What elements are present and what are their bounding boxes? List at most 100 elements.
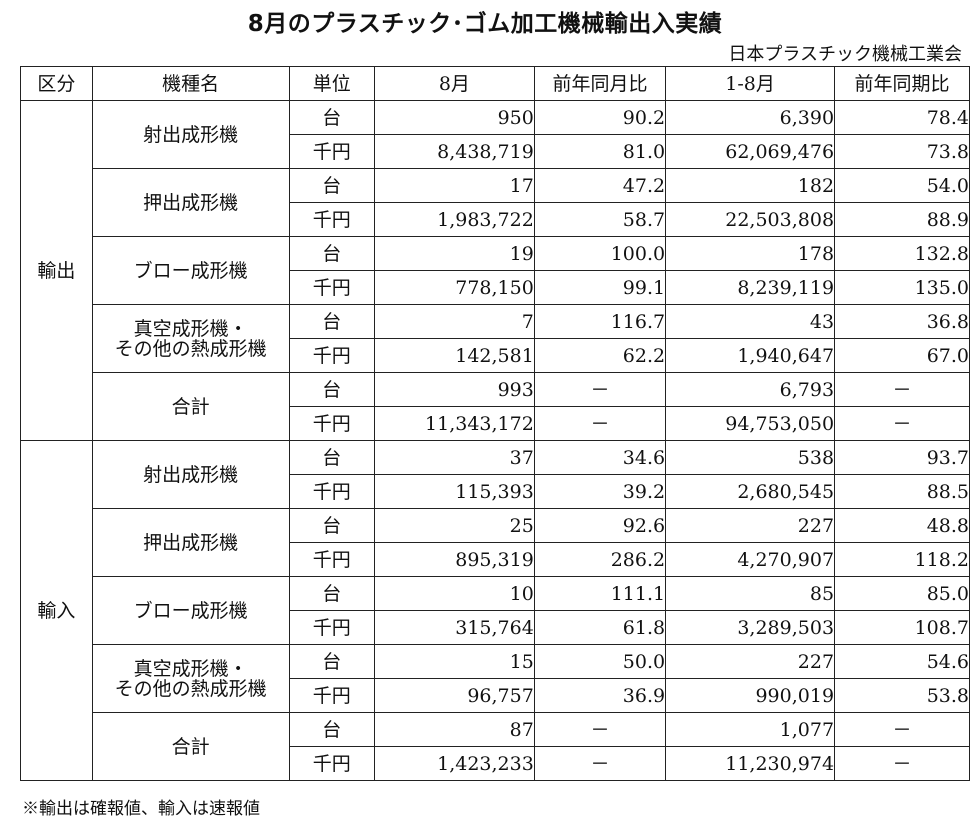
month-value: 950 [373, 100, 535, 135]
month-value: 1,423,233 [373, 746, 535, 781]
table-row: 真空成形機・ その他の熱成形機 台 15 50.0 227 54.6 [21, 644, 970, 713]
month-value: 37 [373, 440, 535, 475]
ytd-value: 1,940,647 [665, 338, 836, 373]
ytd-ratio: 135.0 [834, 270, 970, 305]
ytd-value: 227 [665, 508, 836, 543]
machine-name: 真空成形機・ その他の熱成形機 [91, 644, 290, 713]
month-value: 17 [373, 168, 535, 203]
ytd-ratio: 88.5 [834, 474, 970, 509]
month-value: 15 [373, 644, 535, 679]
table-row: 千円 778,150 99.1 8,239,119 135.0 [21, 270, 970, 305]
month-ratio: 100.0 [533, 236, 667, 271]
table-row: 押出成形機 台 17 47.2 182 54.0 [21, 168, 970, 237]
ytd-ratio: 93.7 [834, 440, 970, 475]
unit-cell: 千円 [288, 406, 375, 441]
month-ratio: 50.0 [533, 644, 667, 679]
unit-cell: 千円 [288, 202, 375, 237]
month-ratio: － [533, 712, 667, 747]
header-machine-type: 機種名 [91, 66, 290, 101]
table-row: 千円 8,438,719 81.0 62,069,476 73.8 [21, 134, 970, 169]
month-value: 993 [373, 372, 535, 407]
unit-cell: 台 [288, 440, 375, 475]
total-label: 合計 [91, 372, 290, 441]
table-row: 合計 台 87 － 1,077 － [21, 712, 970, 781]
page-title: 8月のプラスチック･ゴム加工機械輸出入実績 [247, 11, 723, 37]
ytd-value: 182 [665, 168, 836, 203]
machine-name: 射出成形機 [91, 440, 290, 509]
table-row: 千円 115,393 39.2 2,680,545 88.5 [21, 474, 970, 509]
ytd-value: 94,753,050 [665, 406, 836, 441]
footnote: ※輸出は確報値、輸入は速報値 [22, 799, 260, 819]
ytd-ratio: 54.0 [834, 168, 970, 203]
source-label: 日本プラスチック機械工業会 [728, 44, 962, 65]
export-import-table: 区分 機種名 単位 8月 前年同月比 1-8月 前年同期比 輸出 射出成形機 台… [20, 66, 970, 781]
month-ratio: － [533, 406, 667, 441]
total-label: 合計 [91, 712, 290, 781]
header-ytd-ratio: 前年同期比 [834, 66, 970, 101]
month-ratio: 92.6 [533, 508, 667, 543]
unit-cell: 台 [288, 372, 375, 407]
unit-cell: 台 [288, 508, 375, 543]
unit-cell: 千円 [288, 134, 375, 169]
table-row: 輸出 射出成形機 台 950 90.2 6,390 78.4 [20, 100, 970, 441]
machine-name: 射出成形機 [91, 100, 290, 169]
month-value: 25 [373, 508, 535, 543]
unit-cell: 台 [288, 100, 375, 135]
table-row: 押出成形機 台 25 92.6 227 48.8 [21, 508, 970, 577]
ytd-ratio: － [834, 406, 970, 441]
ytd-ratio: 108.7 [834, 610, 970, 645]
unit-cell: 千円 [288, 610, 375, 645]
machine-name: 押出成形機 [91, 508, 290, 577]
ytd-value: 4,270,907 [665, 542, 836, 577]
unit-cell: 台 [288, 236, 375, 271]
ytd-value: 990,019 [665, 678, 836, 713]
header-ytd: 1-8月 [665, 66, 836, 101]
month-ratio: 61.8 [533, 610, 667, 645]
group-label-export: 輸出 [20, 100, 93, 441]
ytd-ratio: 73.8 [834, 134, 970, 169]
unit-cell: 台 [288, 168, 375, 203]
ytd-value: 6,390 [665, 100, 836, 135]
month-ratio: 47.2 [533, 168, 667, 203]
month-ratio: － [533, 746, 667, 781]
month-ratio: 58.7 [533, 202, 667, 237]
month-ratio: － [533, 372, 667, 407]
ytd-ratio: － [834, 746, 970, 781]
month-value: 895,319 [373, 542, 535, 577]
machine-name: 押出成形機 [91, 168, 290, 237]
table-row: ブロー成形機 台 10 111.1 85 85.0 [21, 576, 970, 645]
header-month-ratio: 前年同月比 [533, 66, 667, 101]
month-ratio: 116.7 [533, 304, 667, 339]
month-ratio: 36.9 [533, 678, 667, 713]
ytd-ratio: 85.0 [834, 576, 970, 611]
month-value: 11,343,172 [373, 406, 535, 441]
month-ratio: 39.2 [533, 474, 667, 509]
table-row: 千円 96,757 36.9 990,019 53.8 [21, 678, 970, 713]
ytd-value: 22,503,808 [665, 202, 836, 237]
header-month: 8月 [373, 66, 535, 101]
ytd-value: 85 [665, 576, 836, 611]
month-ratio: 90.2 [533, 100, 667, 135]
month-ratio: 111.1 [533, 576, 667, 611]
table-row: 千円 142,581 62.2 1,940,647 67.0 [21, 338, 970, 373]
table-row: 千円 1,983,722 58.7 22,503,808 88.9 [21, 202, 970, 237]
ytd-value: 11,230,974 [665, 746, 836, 781]
month-value: 142,581 [373, 338, 535, 373]
month-value: 96,757 [373, 678, 535, 713]
month-value: 315,764 [373, 610, 535, 645]
unit-cell: 千円 [288, 542, 375, 577]
ytd-ratio: 36.8 [834, 304, 970, 339]
ytd-value: 62,069,476 [665, 134, 836, 169]
unit-cell: 台 [288, 644, 375, 679]
machine-name-line1: 真空成形機・ [133, 317, 248, 340]
month-value: 115,393 [373, 474, 535, 509]
ytd-ratio: 53.8 [834, 678, 970, 713]
ytd-value: 538 [665, 440, 836, 475]
unit-cell: 千円 [288, 338, 375, 373]
machine-name-line1: 真空成形機・ [133, 657, 248, 680]
machine-name: ブロー成形機 [91, 236, 290, 305]
table-row: 輸入 射出成形機 台 37 34.6 538 93.7 [20, 440, 970, 781]
machine-name: 真空成形機・ その他の熱成形機 [91, 304, 290, 373]
ytd-ratio: 54.6 [834, 644, 970, 679]
ytd-ratio: 67.0 [834, 338, 970, 373]
